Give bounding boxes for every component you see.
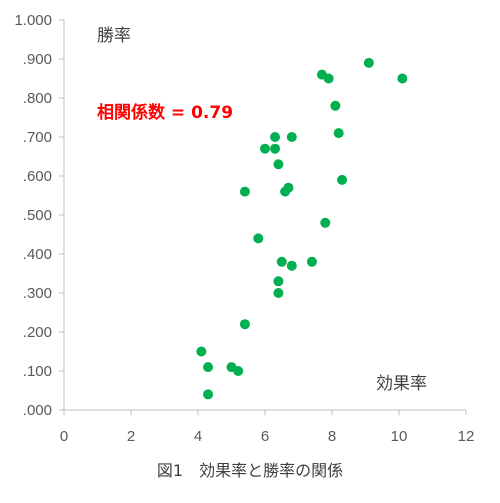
x-tick-label: 2 <box>127 428 135 445</box>
data-point <box>323 73 334 84</box>
x-tick-label: 8 <box>328 428 336 445</box>
data-point <box>276 256 287 267</box>
figure-caption: 図1 効果率と勝率の関係 <box>157 461 343 480</box>
data-point <box>286 260 297 271</box>
y-tick-label: .100 <box>23 363 52 380</box>
data-point <box>330 100 341 111</box>
data-point <box>196 346 207 357</box>
data-point <box>270 143 281 154</box>
y-tick-label: .600 <box>23 168 52 185</box>
correlation-annotation: 相関係数 = 0.79 <box>97 102 233 123</box>
x-axis-title: 効果率 <box>376 374 427 394</box>
y-tick-label: .000 <box>23 402 52 419</box>
y-tick-label: .400 <box>23 246 52 263</box>
y-tick-label: .900 <box>23 51 52 68</box>
y-tick-label: .800 <box>23 90 52 107</box>
x-tick-label: 0 <box>60 428 68 445</box>
x-tick-label: 12 <box>458 428 475 445</box>
data-point <box>253 233 264 244</box>
y-tick-label: .700 <box>23 129 52 146</box>
data-point <box>363 57 374 68</box>
data-point <box>320 217 331 228</box>
y-tick-label: 1.000 <box>14 12 52 29</box>
data-point <box>203 362 214 373</box>
data-point <box>273 159 284 170</box>
x-tick-label: 10 <box>391 428 408 445</box>
y-axis-title: 勝率 <box>97 26 131 46</box>
data-point <box>203 389 214 400</box>
x-tick-label: 6 <box>261 428 269 445</box>
data-point <box>233 366 244 376</box>
data-point <box>239 186 250 197</box>
data-point <box>286 132 297 142</box>
data-point <box>273 276 284 287</box>
tick-labels: .000 .100 .200 .300 .400 .500 .600 .700 .800 .900… <box>14 12 474 445</box>
data-point <box>270 132 281 142</box>
data-point <box>239 319 250 330</box>
data-point <box>273 288 284 298</box>
x-tick-label: 4 <box>194 428 202 445</box>
y-tick-label: .500 <box>23 207 52 224</box>
data-point <box>333 128 344 139</box>
data-point <box>260 143 270 154</box>
y-tick-label: .200 <box>23 324 52 341</box>
data-point <box>280 186 291 197</box>
axes <box>59 19 467 415</box>
y-tick-label: .300 <box>23 285 52 302</box>
data-point <box>306 256 317 267</box>
data-points <box>196 57 408 400</box>
data-point <box>397 73 408 84</box>
data-point <box>337 174 348 185</box>
